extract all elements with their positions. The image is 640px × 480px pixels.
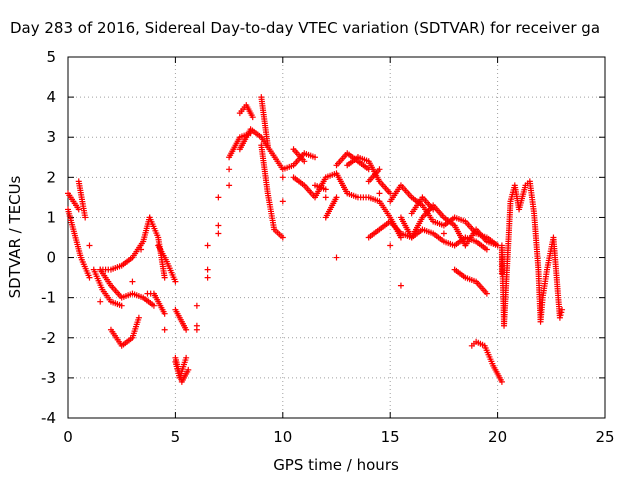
- data-point: [483, 246, 490, 253]
- data-point: [376, 166, 383, 173]
- plot-frame: [67, 56, 606, 419]
- x-tick-label: 10: [273, 428, 292, 446]
- grid: [68, 57, 605, 418]
- data-point: [483, 290, 490, 297]
- y-tick-label: 4: [46, 88, 56, 106]
- data-point: [204, 266, 211, 273]
- x-tick-label: 20: [488, 428, 507, 446]
- series-track-7: [354, 154, 501, 249]
- data-point: [150, 302, 157, 309]
- series-track-1: [65, 102, 286, 385]
- x-tick-label: 15: [381, 428, 400, 446]
- data-point: [557, 312, 564, 319]
- x-tick-label: 5: [171, 428, 181, 446]
- data-points: [65, 94, 566, 385]
- x-tick-label: 0: [63, 428, 73, 446]
- series-track-8: [365, 218, 490, 253]
- data-point: [86, 242, 93, 249]
- data-point: [301, 158, 308, 165]
- data-point: [498, 378, 505, 385]
- series-track-6: [322, 154, 501, 249]
- data-point: [559, 306, 566, 313]
- data-point: [226, 166, 233, 173]
- x-axis-label: GPS time / hours: [273, 456, 399, 474]
- y-tick-label: -2: [41, 329, 56, 347]
- data-point: [183, 354, 190, 361]
- data-point: [161, 310, 168, 317]
- data-point: [75, 206, 82, 213]
- series-track-9: [468, 338, 505, 385]
- series-track-10: [498, 178, 566, 329]
- y-tick-label: 0: [46, 249, 56, 267]
- data-point: [333, 254, 340, 261]
- data-point: [387, 190, 394, 197]
- data-point: [247, 130, 254, 137]
- data-point: [556, 314, 563, 321]
- data-point: [322, 194, 329, 201]
- data-point: [215, 230, 222, 237]
- data-point: [135, 314, 142, 321]
- data-point: [226, 182, 233, 189]
- data-point: [249, 114, 256, 121]
- data-point: [129, 278, 136, 285]
- y-tick-label: 2: [46, 168, 56, 186]
- data-point: [333, 194, 340, 201]
- data-point: [279, 198, 286, 205]
- data-point: [279, 234, 286, 241]
- y-tick-label: 1: [46, 208, 56, 226]
- data-point: [558, 309, 565, 316]
- y-tick-label: -4: [41, 409, 56, 427]
- series-track-3: [75, 94, 404, 333]
- data-point: [193, 302, 200, 309]
- data-point: [172, 278, 179, 285]
- data-point: [215, 194, 222, 201]
- data-point: [161, 274, 168, 281]
- series-track-2: [65, 126, 340, 381]
- data-point: [376, 190, 383, 197]
- data-point: [193, 326, 200, 333]
- data-point: [204, 274, 211, 281]
- x-tick-label: 25: [595, 428, 614, 446]
- data-point: [215, 222, 222, 229]
- data-point: [264, 142, 271, 149]
- data-point: [322, 186, 329, 193]
- data-point: [440, 230, 447, 237]
- data-point: [397, 282, 404, 289]
- y-tick-label: -1: [41, 289, 56, 307]
- data-point: [354, 154, 361, 161]
- y-tick-label: 3: [46, 128, 56, 146]
- y-tick-label: 5: [46, 48, 56, 66]
- data-point: [279, 174, 286, 181]
- data-point: [387, 242, 394, 249]
- data-point: [183, 326, 190, 333]
- y-axis-label: SDTVAR / TECUs: [6, 175, 24, 298]
- data-point: [146, 214, 153, 221]
- data-point: [86, 274, 93, 281]
- y-tick-label: -3: [41, 369, 56, 387]
- data-point: [185, 366, 192, 373]
- series-track-5: [279, 170, 490, 297]
- data-point: [161, 326, 168, 333]
- axis-ticks: 0 5 10 15 20 25 -4 -3 -2 -1 0 1 2 3 4 5: [41, 48, 615, 446]
- data-point: [204, 242, 211, 249]
- data-point: [118, 302, 125, 309]
- data-point: [312, 154, 319, 161]
- data-point: [97, 298, 104, 305]
- data-point: [82, 214, 89, 221]
- series-track-4: [97, 214, 179, 285]
- chart-title: Day 283 of 2016, Sidereal Day-to-day VTE…: [10, 19, 600, 37]
